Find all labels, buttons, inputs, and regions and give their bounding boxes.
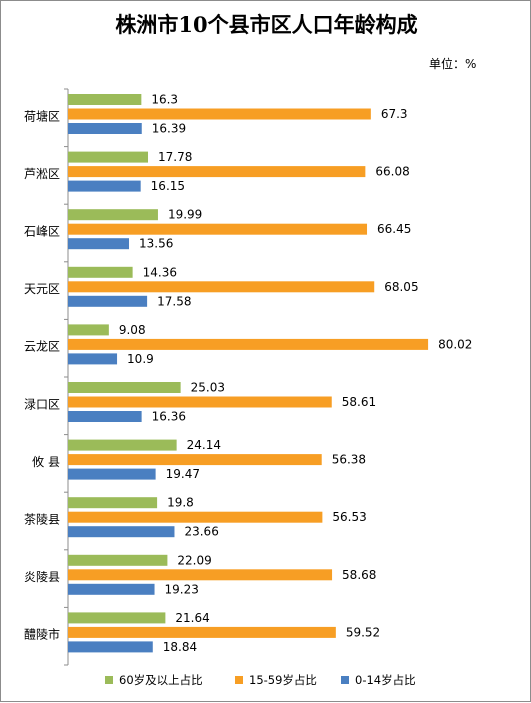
bar xyxy=(68,396,332,408)
legend-swatch xyxy=(341,676,349,684)
bar xyxy=(68,324,109,336)
data-label: 19.47 xyxy=(166,467,200,481)
data-label: 10.9 xyxy=(127,352,154,366)
bar xyxy=(68,641,153,653)
data-label: 9.08 xyxy=(119,323,146,337)
data-label: 23.66 xyxy=(184,525,218,539)
data-label: 13.56 xyxy=(139,237,173,251)
chart-title: 株洲市10个县市区人口年龄构成 xyxy=(115,12,418,37)
bar xyxy=(68,382,181,393)
category-label: 醴陵市 xyxy=(24,627,60,642)
data-label: 59.52 xyxy=(346,625,380,639)
legend-swatch xyxy=(105,676,113,684)
category-label: 芦淞区 xyxy=(24,167,60,181)
data-label: 56.38 xyxy=(332,453,366,467)
data-label: 21.64 xyxy=(175,611,209,625)
legend-item: 60岁及以上占比 xyxy=(105,672,203,688)
legend-label: 60岁及以上占比 xyxy=(119,673,203,687)
data-label: 16.15 xyxy=(151,179,185,193)
data-label: 16.3 xyxy=(151,93,178,107)
bar xyxy=(68,180,141,192)
category-label: 天元区 xyxy=(24,282,60,296)
bar xyxy=(68,439,177,451)
bar xyxy=(68,468,156,480)
legend-label: 15-59岁占比 xyxy=(249,673,317,687)
data-label: 19.23 xyxy=(165,582,199,596)
category-label: 云龙区 xyxy=(24,340,60,354)
bar xyxy=(68,166,366,178)
bar xyxy=(68,94,142,105)
data-label: 68.05 xyxy=(384,280,418,294)
bar xyxy=(68,497,158,509)
legend-swatch xyxy=(235,676,243,684)
bar xyxy=(68,238,130,250)
bar xyxy=(68,123,142,134)
unit-label: 单位：% xyxy=(429,57,477,71)
category-label: 炎陵县 xyxy=(24,570,60,584)
bar xyxy=(68,151,149,163)
data-label: 24.14 xyxy=(187,438,221,452)
category-label: 石峰区 xyxy=(24,225,60,239)
legend-label: 0-14岁占比 xyxy=(355,673,416,687)
category-label: 荷塘区 xyxy=(24,108,60,123)
data-label: 66.45 xyxy=(377,222,411,236)
bar xyxy=(68,411,142,422)
bar xyxy=(68,108,371,120)
bar xyxy=(68,454,322,466)
bar xyxy=(68,295,148,307)
data-label: 17.78 xyxy=(158,150,192,164)
data-label: 17.58 xyxy=(157,294,191,308)
bar xyxy=(68,209,158,221)
legend-item: 15-59岁占比 xyxy=(235,672,317,688)
data-label: 58.61 xyxy=(342,395,376,409)
data-label: 67.3 xyxy=(381,107,408,121)
data-label: 25.03 xyxy=(191,381,225,395)
bar xyxy=(68,526,175,538)
bar xyxy=(68,266,133,278)
category-label: 攸 县 xyxy=(32,454,60,469)
bar xyxy=(68,554,168,566)
data-label: 14.36 xyxy=(143,265,177,279)
data-label: 19.99 xyxy=(168,208,202,222)
data-label: 19.8 xyxy=(167,496,194,510)
category-label: 渌口区 xyxy=(24,396,60,411)
category-label: 茶陵县 xyxy=(24,512,60,527)
legend-item: 0-14岁占比 xyxy=(341,672,416,688)
bar xyxy=(68,511,323,523)
bar xyxy=(68,612,166,624)
bar xyxy=(68,583,155,595)
data-label: 18.84 xyxy=(163,640,197,654)
bar xyxy=(68,569,333,581)
data-label: 16.39 xyxy=(152,122,186,136)
data-label: 56.53 xyxy=(332,510,366,524)
bar xyxy=(68,281,375,293)
data-label: 80.02 xyxy=(438,337,472,351)
data-label: 22.09 xyxy=(177,553,211,567)
bar xyxy=(68,626,336,638)
data-label: 66.08 xyxy=(375,165,409,179)
bar xyxy=(68,223,368,235)
bar xyxy=(68,353,118,365)
data-label: 58.68 xyxy=(342,568,376,582)
bar xyxy=(68,338,429,350)
data-label: 16.36 xyxy=(152,410,186,424)
